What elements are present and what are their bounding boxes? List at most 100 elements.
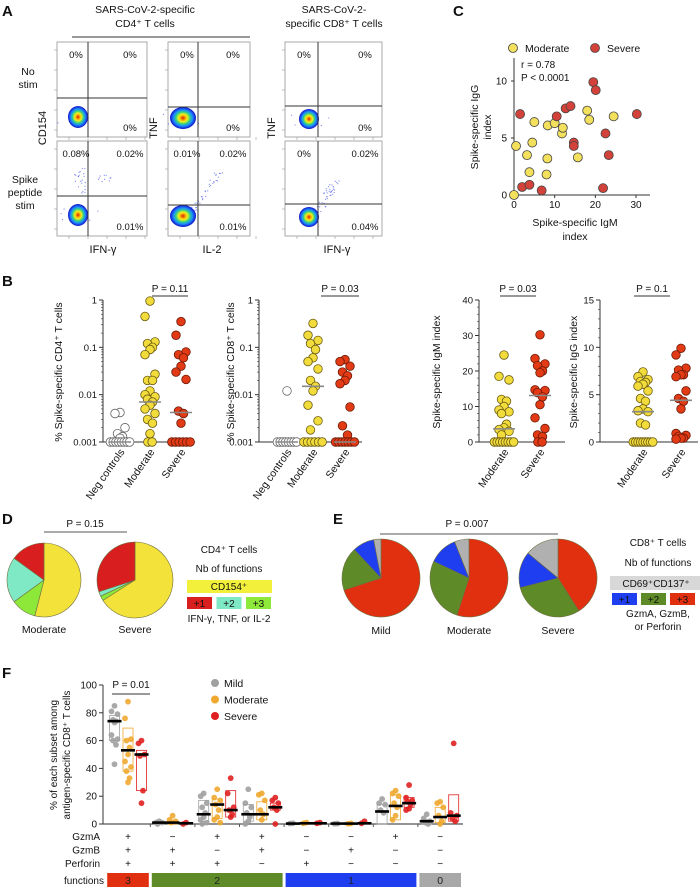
event-dot (212, 182, 214, 185)
y-axis-label: index (482, 114, 494, 140)
legend-swatch-label: +2 (648, 595, 660, 606)
legend-swatch (670, 593, 695, 605)
pie-mild-slice (343, 538, 421, 618)
quadrant-upper-left-percent: 0.08% (63, 149, 90, 160)
marker-sign: − (437, 859, 443, 870)
event-dot (208, 183, 210, 185)
functions-bar-0 (419, 873, 461, 887)
data-point-severe (176, 316, 186, 327)
y-tick-label: 10 (496, 77, 508, 88)
quadrant-upper-right-percent: 0.02% (352, 149, 379, 160)
flow-y-axis-label: TNF (266, 117, 278, 139)
data-point-severe (676, 343, 686, 353)
density-cluster (68, 106, 88, 128)
event-dot (77, 186, 80, 188)
panel-label-b: B (2, 273, 13, 290)
data-point-mild (199, 804, 206, 811)
legend-marker-severe (211, 712, 219, 720)
flow-plot-1-spike-stim: 0.08% 0.02% 0.01% (54, 140, 148, 239)
subset-group: − − + (283, 819, 327, 870)
data-point-mild (108, 708, 115, 715)
event-dot (332, 188, 335, 190)
y-tick-label: 1 (248, 296, 253, 307)
data-point-severe (176, 361, 186, 371)
correlation-r: r = 0.78 (521, 60, 556, 71)
data-point-moderate (440, 804, 447, 811)
data-point-neg-controls (110, 408, 120, 419)
legend-label-moderate: Moderate (525, 43, 570, 55)
y-tick-label: 0.001 (73, 438, 97, 449)
category-label: Severe (160, 447, 189, 481)
y-tick-label: 10 (462, 402, 473, 413)
row-label-no-stim: stim (18, 79, 38, 91)
data-point-mild (108, 732, 115, 738)
pie-label: Severe (118, 624, 151, 636)
p-value-label: P = 0.15 (66, 519, 104, 530)
data-point-moderate (125, 698, 131, 705)
density-cluster (68, 204, 88, 226)
legend-footer: IFN-γ, TNF, or IL-2 (188, 614, 271, 625)
data-point-moderate (217, 819, 224, 826)
y-axis-label: % Spike-specific CD4⁺ T cells (53, 302, 65, 441)
functions-bar-1 (285, 873, 417, 887)
data-point-moderate (122, 715, 128, 722)
data-point-severe (269, 797, 276, 804)
category-label: Neg controls (84, 447, 128, 502)
event-dot (74, 174, 76, 176)
legend-swatch (641, 593, 666, 605)
subset-group: + + − (239, 786, 283, 870)
subset-group: + + + (107, 698, 149, 870)
event-dot (74, 180, 77, 182)
quadrant-upper-right-percent: 0% (123, 50, 137, 61)
data-point-mild (114, 711, 121, 718)
event-dot (196, 202, 198, 204)
flow-x-axis-label: IFN-γ (90, 244, 117, 256)
density-cluster (299, 109, 319, 129)
data-point-moderate (257, 807, 264, 813)
data-point-moderate (140, 349, 150, 360)
flow-plot-2-spike-stim: 0.01% 0.02% 0.01% (165, 140, 257, 239)
data-point-mild (242, 821, 249, 827)
event-dot (84, 167, 86, 170)
quadrant-upper-right-percent: 0% (226, 50, 240, 61)
pie-label: Moderate (447, 625, 492, 637)
subset-group: + − − (372, 782, 417, 870)
data-point-moderate (303, 330, 313, 340)
y-axis-label: Spike-specific IgG index (568, 315, 580, 428)
data-point-neg-controls (282, 386, 292, 396)
data-point-mild (376, 800, 382, 807)
marker-sign: − (348, 832, 354, 843)
y-axis-label: % Spike-specific CD8⁺ T cells (225, 302, 237, 441)
data-point-severe (535, 368, 545, 378)
event-dot (215, 174, 217, 176)
functions-bar-3 (107, 873, 149, 887)
data-point-mild (379, 796, 385, 802)
density-cluster (170, 107, 196, 129)
event-dot (81, 167, 83, 170)
x-tick-label: 10 (549, 200, 561, 211)
x-tick-label: 20 (590, 200, 602, 211)
data-point-severe (540, 423, 550, 434)
data-point-moderate (147, 418, 158, 428)
data-point-severe (447, 809, 454, 816)
data-point-moderate (125, 779, 131, 786)
x-tick-label: 30 (630, 200, 642, 211)
data-point-severe (171, 330, 181, 340)
event-dot (337, 183, 339, 185)
data-point-severe (537, 392, 548, 402)
legend-swatch-label: +1 (619, 595, 631, 606)
event-dot (338, 180, 340, 182)
quadrant-upper-right-percent: 0% (358, 50, 372, 61)
marker-row-label: GzmB (72, 846, 100, 857)
data-point-severe (530, 413, 540, 423)
pie-label: Mild (371, 625, 390, 637)
p-value-label: P = 0.1 (636, 284, 668, 295)
data-point-moderate (308, 318, 318, 329)
marker-sign: + (259, 832, 265, 843)
data-point-severe (403, 807, 409, 813)
functions-bar-label: 2 (214, 875, 220, 887)
data-point-severe (590, 85, 601, 96)
event-dot (331, 190, 333, 192)
data-point-severe (515, 109, 525, 119)
data-point-severe (224, 790, 231, 797)
